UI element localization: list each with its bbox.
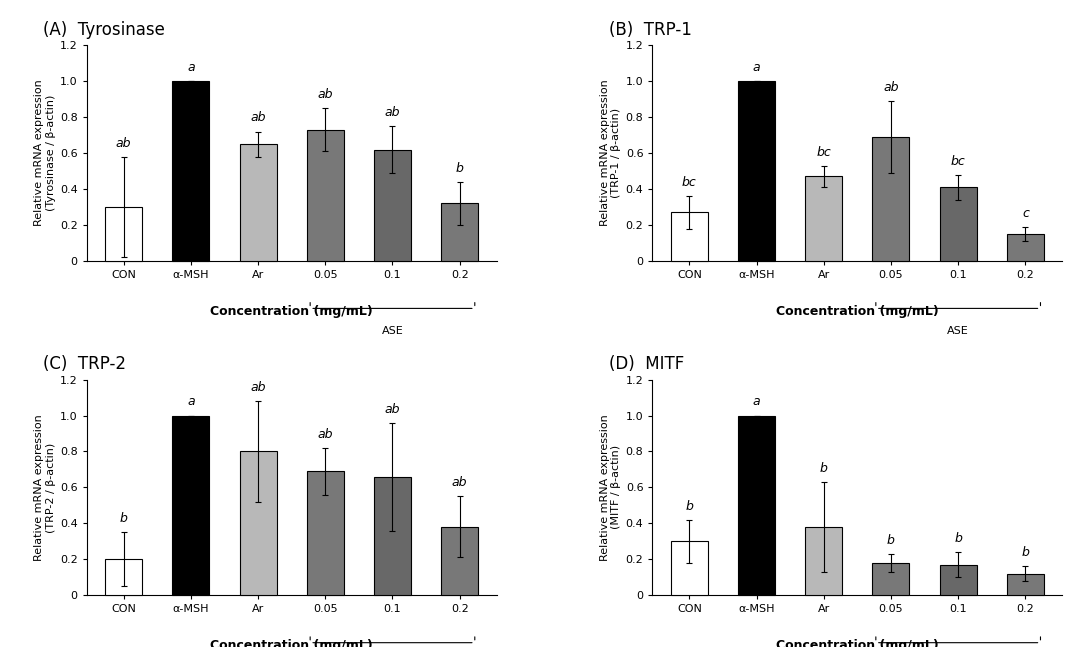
Text: ab: ab: [385, 402, 400, 415]
Y-axis label: Relative mRNA expression
(Tyrosinase / β-actin): Relative mRNA expression (Tyrosinase / β…: [35, 80, 55, 226]
Bar: [441, 527, 478, 595]
Bar: [172, 415, 209, 595]
X-axis label: Concentration (mg/mL): Concentration (mg/mL): [776, 639, 939, 647]
Bar: [240, 144, 276, 261]
Text: a: a: [188, 395, 195, 408]
Text: ASE: ASE: [382, 325, 403, 336]
Bar: [240, 452, 276, 595]
Text: b: b: [887, 534, 895, 547]
Text: bc: bc: [816, 146, 831, 159]
Bar: [671, 212, 708, 261]
Text: ab: ab: [452, 476, 467, 489]
Bar: [940, 187, 977, 261]
Text: b: b: [954, 532, 963, 545]
Bar: [940, 565, 977, 595]
Y-axis label: Relative mRNA expression
(TRP-2 / β-actin): Relative mRNA expression (TRP-2 / β-acti…: [35, 414, 55, 561]
Bar: [805, 527, 842, 595]
Text: ab: ab: [318, 428, 333, 441]
Text: b: b: [119, 512, 128, 525]
Text: (B)  TRP-1: (B) TRP-1: [609, 21, 692, 39]
Y-axis label: Relative mRNA expression
(MITF / β-actin): Relative mRNA expression (MITF / β-actin…: [599, 414, 621, 561]
Bar: [307, 130, 344, 261]
Text: a: a: [752, 61, 760, 74]
Bar: [172, 82, 209, 261]
Text: b: b: [685, 499, 694, 512]
Bar: [307, 471, 344, 595]
Text: ab: ab: [318, 88, 333, 101]
Bar: [671, 542, 708, 595]
X-axis label: Concentration (mg/mL): Concentration (mg/mL): [776, 305, 939, 318]
Text: bc: bc: [951, 155, 966, 168]
Bar: [374, 149, 411, 261]
Text: ab: ab: [250, 381, 266, 394]
Text: ASE: ASE: [947, 325, 969, 336]
Bar: [738, 82, 775, 261]
Text: c: c: [1022, 206, 1029, 219]
Text: (A)  Tyrosinase: (A) Tyrosinase: [43, 21, 165, 39]
Text: b: b: [820, 462, 828, 475]
Y-axis label: Relative mRNA expression
(TRP-1 / β-actin): Relative mRNA expression (TRP-1 / β-acti…: [599, 80, 621, 226]
Bar: [374, 477, 411, 595]
Bar: [1007, 574, 1044, 595]
Bar: [105, 559, 142, 595]
Text: b: b: [1021, 546, 1030, 559]
Bar: [1007, 234, 1044, 261]
Bar: [105, 207, 142, 261]
Text: (D)  MITF: (D) MITF: [609, 355, 684, 373]
Text: bc: bc: [682, 176, 697, 189]
X-axis label: Concentration (mg/mL): Concentration (mg/mL): [210, 305, 373, 318]
Text: (C)  TRP-2: (C) TRP-2: [43, 355, 127, 373]
Text: ab: ab: [116, 137, 131, 149]
Bar: [738, 415, 775, 595]
Text: ab: ab: [385, 106, 400, 119]
Bar: [873, 563, 909, 595]
Bar: [805, 177, 842, 261]
Bar: [441, 203, 478, 261]
X-axis label: Concentration (mg/mL): Concentration (mg/mL): [210, 639, 373, 647]
Text: ab: ab: [250, 111, 266, 124]
Bar: [873, 137, 909, 261]
Text: a: a: [188, 61, 195, 74]
Text: b: b: [455, 162, 464, 175]
Text: ab: ab: [883, 81, 899, 94]
Text: a: a: [752, 395, 760, 408]
